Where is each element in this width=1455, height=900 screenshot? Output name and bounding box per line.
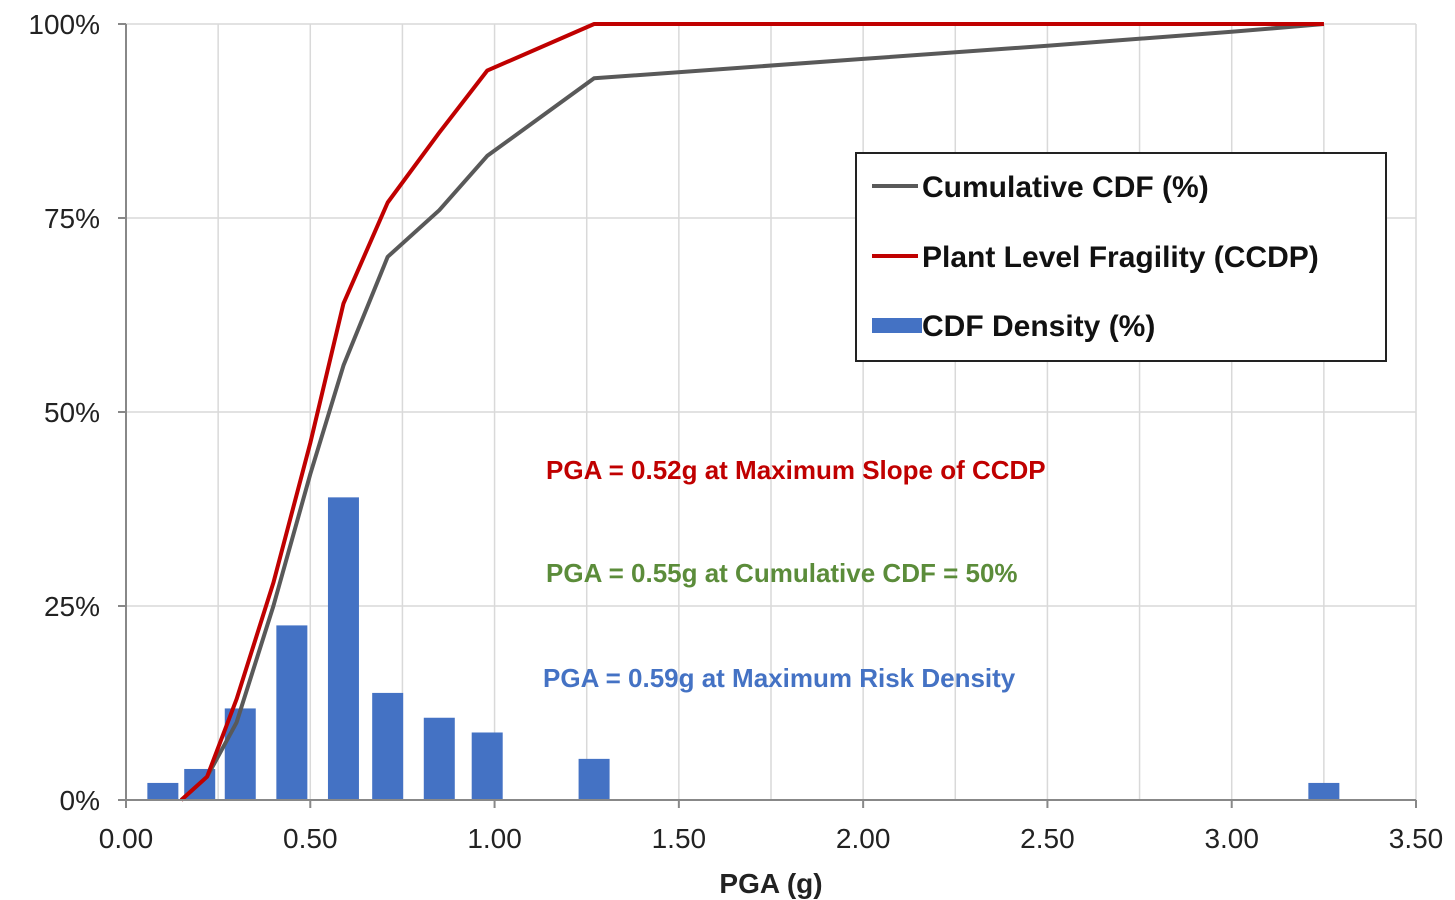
legend-label-cumulative-cdf: Cumulative CDF (%) [922, 171, 1209, 204]
annotation-cumulative-cdf-50: PGA = 0.55g at Cumulative CDF = 50% [546, 558, 1018, 588]
annotation-max-slope-ccdp: PGA = 0.52g at Maximum Slope of CCDP [546, 455, 1046, 485]
density-bars [147, 497, 1340, 800]
annotations: PGA = 0.52g at Maximum Slope of CCDP PGA… [543, 455, 1046, 693]
tick-labels: 0.00 0.50 1.00 1.50 2.00 2.50 3.00 3.50 0% 25% 50%… [28, 9, 1443, 854]
density-bar [224, 708, 256, 800]
x-tick-label: 1.00 [467, 823, 522, 854]
legend-box [855, 152, 1387, 362]
density-bar [372, 692, 404, 800]
density-bar [423, 717, 455, 800]
y-tick-label: 75% [44, 203, 100, 234]
series-line-plant-level-fragility-ccdp [179, 22, 1324, 802]
density-bar [471, 732, 503, 800]
x-tick-label: 0.50 [283, 823, 338, 854]
y-tick-label: 50% [44, 397, 100, 428]
density-bar [327, 497, 359, 800]
legend-swatch-cdf-density [872, 318, 922, 333]
series-line-cumulative-cdf [179, 22, 1325, 802]
density-bar [578, 758, 610, 800]
annotation-max-risk-density: PGA = 0.59g at Maximum Risk Density [543, 663, 1016, 693]
x-tick-label: 2.00 [836, 823, 891, 854]
density-bar [147, 782, 179, 800]
series-lines [179, 22, 1325, 802]
density-bar [1308, 782, 1340, 800]
x-tick-label: 2.50 [1020, 823, 1075, 854]
x-tick-label: 0.00 [99, 823, 154, 854]
x-tick-label: 1.50 [652, 823, 707, 854]
y-tick-label: 100% [28, 9, 100, 40]
y-tick-label: 25% [44, 591, 100, 622]
y-tick-label: 0% [60, 785, 100, 816]
legend-label-plant-fragility: Plant Level Fragility (CCDP) [922, 241, 1319, 274]
legend-label-cdf-density: CDF Density (%) [922, 310, 1155, 343]
x-tick-label: 3.00 [1204, 823, 1259, 854]
density-bar [276, 625, 308, 800]
x-axis-title: PGA (g) [719, 868, 822, 899]
x-tick-label: 3.50 [1389, 823, 1444, 854]
legend: Cumulative CDF (%) Plant Level Fragility… [855, 152, 1387, 362]
